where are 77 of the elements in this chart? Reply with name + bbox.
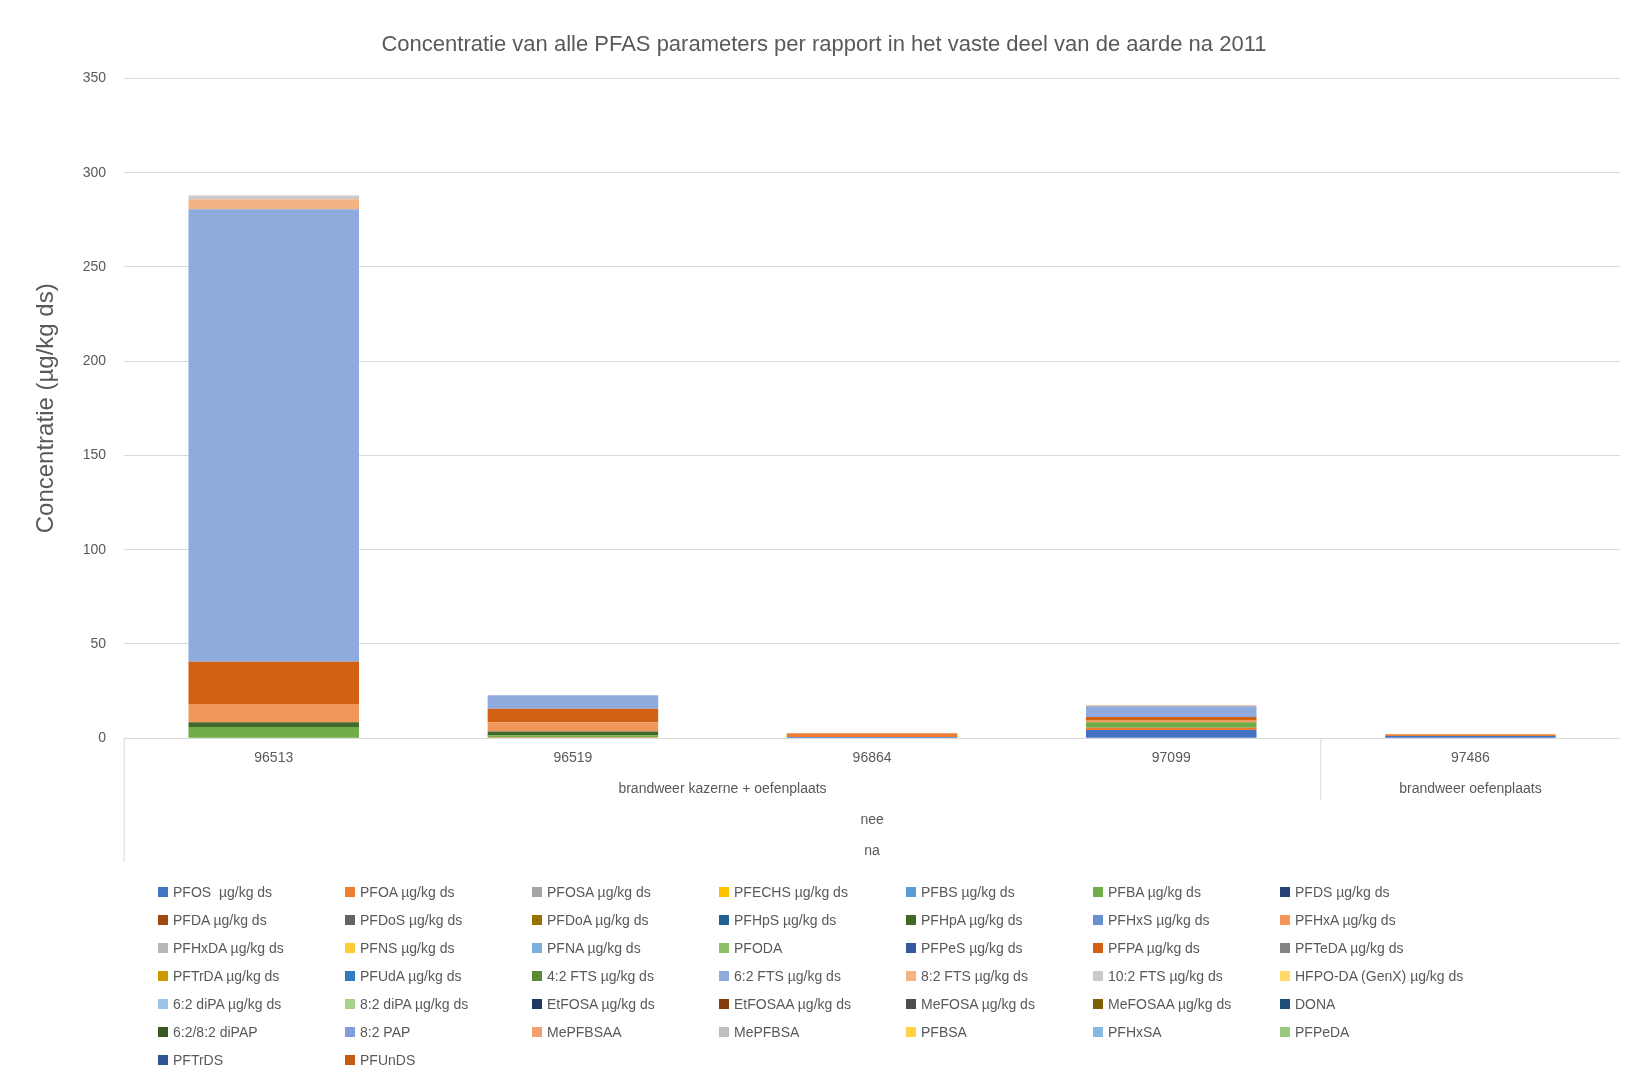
legend-label: PFDoS µg/kg ds [360, 912, 463, 928]
y-tick-label: 200 [82, 352, 107, 369]
legend-label: PFNA µg/kg ds [547, 940, 641, 956]
legend-label: DONA [1295, 996, 1336, 1012]
legend-label: EtFOSA µg/kg ds [547, 996, 655, 1012]
legend-label: PFOS µg/kg ds [173, 884, 273, 900]
legend-label: 8:2 diPA µg/kg ds [360, 996, 469, 1012]
text: nee [860, 810, 884, 827]
bar [188, 703, 360, 723]
legend-label: PFDoA µg/kg ds [547, 912, 649, 928]
legend-label: 6:2 diPA µg/kg ds [173, 996, 282, 1012]
legend-label: PFBSA [921, 1024, 967, 1040]
legend-label: PFTrDA µg/kg ds [173, 968, 280, 984]
legend-label: PFPeS µg/kg ds [921, 940, 1023, 956]
legend-label: PFHxS µg/kg ds [1108, 912, 1210, 928]
legend-label: MePFBSA [734, 1024, 800, 1040]
legend-label: PFODA [734, 940, 783, 956]
legend-label: PFBA µg/kg ds [1108, 884, 1201, 900]
legend-label: MePFBSAA [547, 1024, 622, 1040]
bar [1085, 729, 1257, 738]
bar [786, 733, 958, 738]
y-tick-label: 150 [82, 446, 107, 463]
text: brandweer oefenplaats [1399, 779, 1542, 796]
y-tick-label: 50 [90, 634, 107, 651]
y-tick-label: 300 [82, 163, 107, 180]
chart-title: Concentratie van alle PFAS parameters per rapport in het vaste deel van de aarde na 2011 [381, 31, 1267, 57]
legend-label: HFPO-DA (GenX) µg/kg ds [1295, 968, 1464, 984]
text: na [864, 841, 881, 858]
legend-label: PFTeDA µg/kg ds [1295, 940, 1404, 956]
bar [487, 722, 659, 732]
bar [188, 722, 360, 727]
bar [1085, 706, 1257, 718]
x-tick-label: 96513 [254, 749, 294, 766]
legend-label: EtFOSAA µg/kg ds [734, 996, 852, 1012]
legend-label: PFHpS µg/kg ds [734, 912, 837, 928]
bar [487, 708, 659, 723]
y-tick-label: 250 [82, 257, 107, 274]
x-tick-label: 96864 [852, 749, 892, 766]
legend-label: PFUdA µg/kg ds [360, 968, 462, 984]
legend-label: PFDA µg/kg ds [173, 912, 267, 928]
legend-label: PFPeDA [1295, 1024, 1350, 1040]
legend-label: PFHxA µg/kg ds [1295, 912, 1396, 928]
legend-label: PFBS µg/kg ds [921, 884, 1015, 900]
legend-label: PFHpA µg/kg ds [921, 912, 1023, 928]
bar [188, 661, 360, 704]
legend-label: PFNS µg/kg ds [360, 940, 455, 956]
x-tick-label: 97486 [1450, 749, 1491, 766]
bar [487, 695, 659, 709]
legend-label: PFHxSA [1108, 1024, 1162, 1040]
bar [188, 726, 360, 738]
bar [188, 209, 360, 662]
x-tick-label: 96519 [553, 749, 593, 766]
legend-label: MeFOSAA µg/kg ds [1108, 996, 1232, 1012]
bar [1085, 722, 1257, 728]
y-axis-title: Concentratie (µg/kg ds) [31, 283, 59, 534]
legend-label: PFTrDS [173, 1052, 224, 1068]
legend-label: PFUnDS [360, 1052, 416, 1068]
legend-label: PFHxDA µg/kg ds [173, 940, 284, 956]
bar [188, 199, 360, 210]
text: brandweer kazerne + oefenplaats [618, 779, 827, 796]
x-tick-label: 97099 [1151, 749, 1191, 766]
legend-label: PFECHS µg/kg ds [734, 884, 848, 900]
legend-label: 8:2 FTS µg/kg ds [921, 968, 1028, 984]
legend-label: 8:2 PAP [360, 1024, 411, 1040]
legend-label: 6:2 FTS µg/kg ds [734, 968, 841, 984]
legend-label: 4:2 FTS µg/kg ds [547, 968, 654, 984]
legend-label: PFDS µg/kg ds [1295, 884, 1390, 900]
y-tick-label: 0 [98, 729, 107, 746]
legend-label: 10:2 FTS µg/kg ds [1108, 968, 1223, 984]
legend-label: 6:2/8:2 diPAP [173, 1024, 258, 1040]
legend-label: MeFOSA µg/kg ds [921, 996, 1035, 1012]
legend-label: PFOSA µg/kg ds [547, 884, 651, 900]
y-tick-label: 100 [82, 540, 107, 557]
bar [188, 195, 360, 200]
legend-label: PFPA µg/kg ds [1108, 940, 1200, 956]
legend-label: PFOA µg/kg ds [360, 884, 455, 900]
y-tick-label: 350 [82, 69, 107, 86]
